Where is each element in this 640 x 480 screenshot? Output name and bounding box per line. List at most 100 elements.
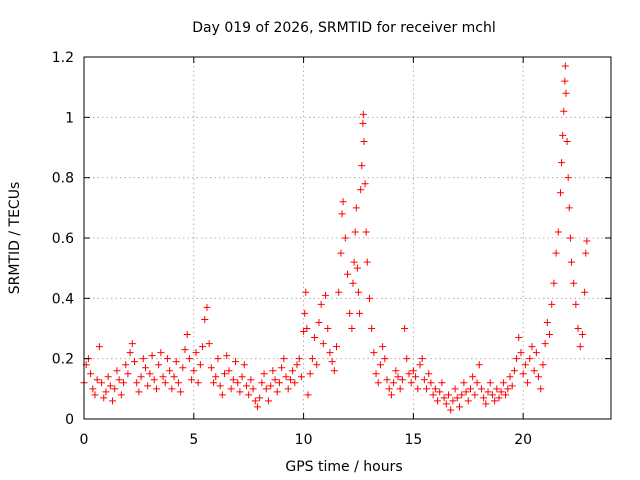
- data-point: [502, 391, 510, 399]
- data-point: [271, 376, 279, 384]
- data-point: [570, 279, 578, 287]
- data-point: [109, 397, 117, 405]
- data-point: [264, 397, 272, 405]
- data-point: [194, 379, 202, 387]
- data-point: [240, 361, 248, 369]
- data-point: [267, 382, 275, 390]
- data-point: [253, 403, 261, 411]
- data-point: [458, 391, 466, 399]
- data-point: [139, 355, 147, 363]
- data-point: [565, 204, 573, 212]
- data-point: [455, 403, 463, 411]
- data-point: [548, 300, 556, 308]
- data-point: [466, 385, 474, 393]
- data-point: [513, 355, 521, 363]
- y-tick-label: 1.2: [52, 50, 74, 66]
- data-point: [223, 352, 231, 360]
- data-point: [174, 379, 182, 387]
- data-point: [360, 137, 368, 145]
- data-point: [414, 385, 422, 393]
- data-point: [409, 367, 417, 375]
- data-point: [157, 349, 165, 357]
- data-point: [229, 376, 237, 384]
- data-point: [111, 385, 119, 393]
- data-point: [89, 385, 97, 393]
- data-point: [521, 361, 529, 369]
- data-point: [216, 382, 224, 390]
- data-point: [460, 379, 468, 387]
- data-point: [177, 388, 185, 396]
- data-point: [361, 180, 369, 188]
- data-point: [91, 391, 99, 399]
- data-point: [493, 385, 501, 393]
- data-point: [275, 379, 283, 387]
- data-point: [396, 385, 404, 393]
- data-point: [563, 137, 571, 145]
- data-point: [372, 370, 380, 378]
- data-point: [122, 361, 130, 369]
- data-point: [526, 355, 534, 363]
- data-point: [346, 309, 354, 317]
- data-point: [234, 379, 242, 387]
- data-point: [181, 346, 189, 354]
- data-point: [392, 367, 400, 375]
- data-point: [301, 309, 309, 317]
- data-point: [221, 370, 229, 378]
- data-point: [451, 385, 459, 393]
- data-point: [166, 367, 174, 375]
- data-point: [146, 370, 154, 378]
- data-point: [155, 361, 163, 369]
- data-point: [210, 379, 218, 387]
- data-point: [308, 355, 316, 363]
- data-point: [398, 376, 406, 384]
- data-point: [284, 385, 292, 393]
- data-point: [344, 270, 351, 278]
- data-point: [306, 370, 314, 378]
- data-point: [471, 391, 479, 399]
- data-point: [374, 379, 382, 387]
- data-point: [212, 373, 220, 381]
- data-point: [242, 382, 250, 390]
- data-point: [289, 367, 297, 375]
- data-point: [475, 361, 483, 369]
- data-point: [170, 373, 178, 381]
- data-point: [558, 159, 566, 167]
- data-point: [236, 388, 244, 396]
- data-point: [403, 355, 411, 363]
- data-point: [438, 379, 446, 387]
- data-point: [436, 388, 444, 396]
- data-point: [106, 382, 114, 390]
- data-point: [291, 379, 299, 387]
- data-point: [353, 264, 361, 272]
- data-point: [196, 361, 204, 369]
- x-tick-label: 10: [295, 432, 313, 448]
- data-point: [385, 385, 393, 393]
- data-point: [499, 379, 507, 387]
- data-point: [117, 391, 125, 399]
- data-point: [258, 379, 266, 387]
- data-point: [445, 391, 453, 399]
- data-point: [341, 234, 349, 242]
- data-point: [188, 376, 196, 384]
- data-point: [550, 279, 558, 287]
- data-point: [319, 340, 327, 348]
- data-point: [462, 388, 470, 396]
- data-point: [302, 288, 310, 296]
- data-point: [282, 373, 290, 381]
- data-point: [390, 379, 398, 387]
- data-point: [418, 355, 426, 363]
- data-point: [148, 352, 156, 360]
- data-point: [328, 358, 336, 366]
- data-point: [482, 400, 490, 408]
- data-point: [394, 373, 402, 381]
- data-point: [576, 343, 584, 351]
- data-point: [199, 343, 207, 351]
- data-point: [161, 379, 169, 387]
- data-point: [144, 382, 152, 390]
- data-point: [238, 373, 246, 381]
- data-point: [100, 394, 108, 402]
- data-point: [376, 361, 384, 369]
- data-point: [350, 258, 358, 266]
- data-point: [203, 303, 211, 311]
